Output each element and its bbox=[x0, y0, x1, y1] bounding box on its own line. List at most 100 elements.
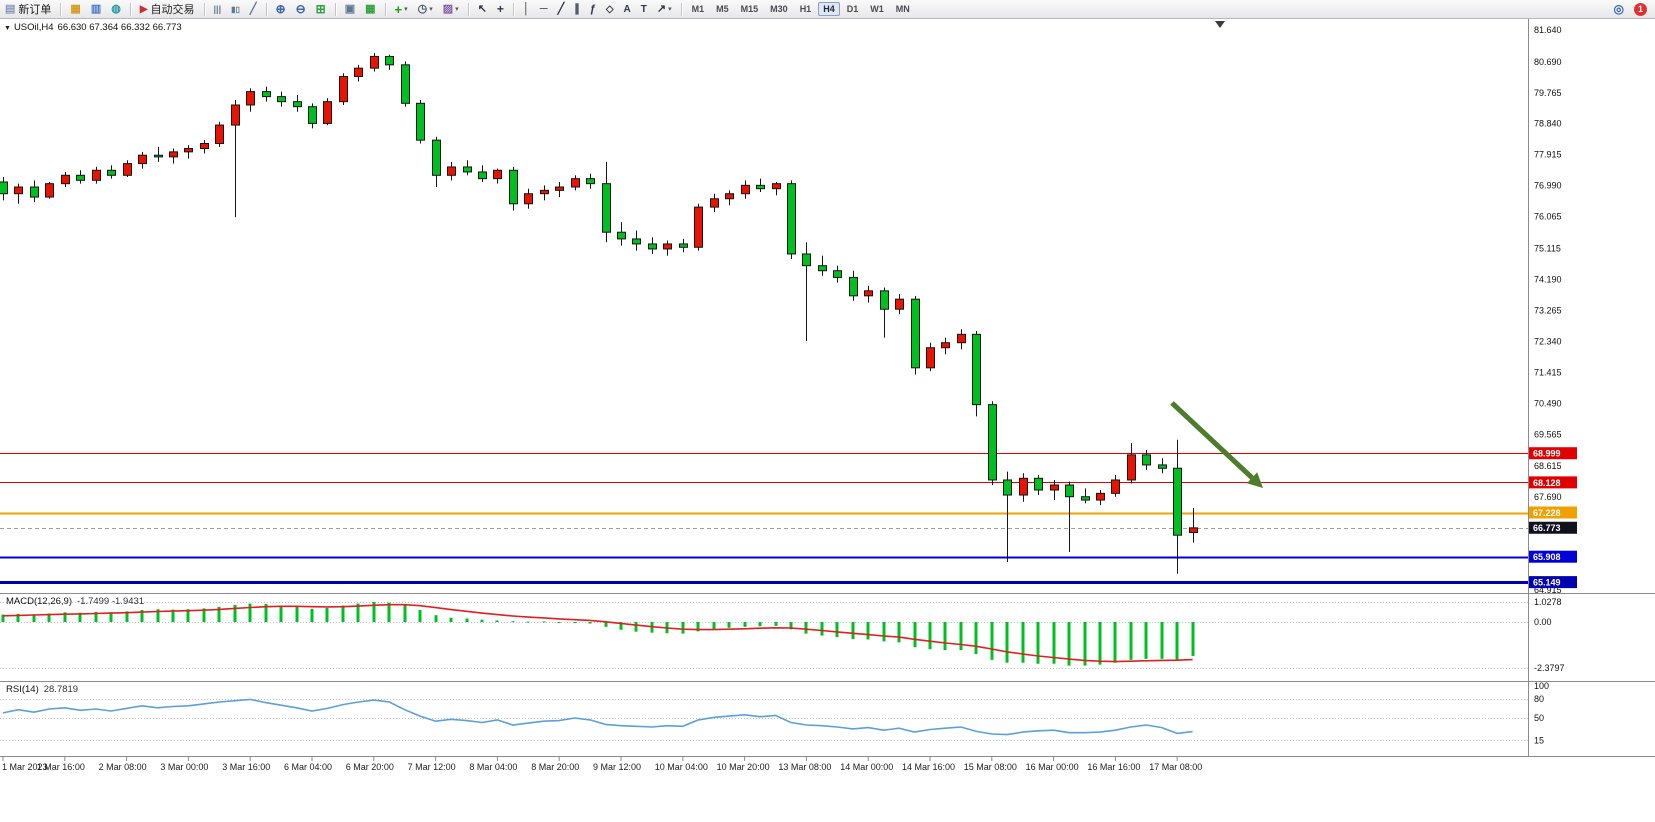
timeframe-d1-button[interactable]: D1 bbox=[846, 4, 859, 14]
cascade-windows-button[interactable]: ▣ bbox=[341, 0, 359, 18]
line-chart-button[interactable]: ╱ bbox=[246, 0, 261, 18]
line-chart-icon: ╱ bbox=[249, 2, 257, 15]
current-price-line-badge bbox=[1529, 521, 1577, 534]
text-button[interactable]: A bbox=[620, 0, 635, 18]
bear-candle bbox=[1173, 467, 1182, 536]
macd-bar bbox=[1144, 622, 1148, 659]
new-order-button[interactable]: ▤ 新订单 bbox=[1, 0, 55, 18]
macd-bar bbox=[1036, 622, 1040, 664]
trend-arrow-annotation[interactable] bbox=[1170, 401, 1263, 488]
toolbar-separator bbox=[384, 2, 386, 16]
trendline-button[interactable]: ╱ bbox=[554, 0, 569, 18]
svg-text:68.128: 68.128 bbox=[1533, 478, 1561, 488]
macd-bar bbox=[851, 622, 855, 640]
macd-bar bbox=[727, 622, 731, 628]
data-window-icon[interactable]: ▥ bbox=[87, 0, 105, 18]
blue-support-line-lower-badge bbox=[1529, 576, 1577, 589]
community-icon[interactable]: ◍ bbox=[107, 0, 125, 18]
chart-shift-marker[interactable] bbox=[1215, 21, 1225, 28]
notification-badge[interactable]: 1 bbox=[1634, 2, 1647, 16]
toolbar-separator bbox=[129, 2, 131, 16]
toolbar: ▤ 新订单 ▦ ▥ ◍ ▶ 自动交易 ||| ▮▯ ╱ ⊕ ⊖ ⊞ ▣ ▦ + ▾ ◷ ▾ ▨ ▾ ↖ + │ ─ ╱ ∥ ƒ ◇ A T ↗… bbox=[0, 0, 1655, 19]
bear-candle bbox=[1142, 454, 1151, 466]
tile-windows-icon: ⊞ bbox=[315, 1, 326, 16]
bull-candle bbox=[200, 142, 209, 150]
auto-trading-button[interactable]: ▶ 自动交易 bbox=[136, 0, 199, 18]
bull-candle bbox=[246, 91, 255, 106]
bull-candle bbox=[231, 104, 240, 126]
search-button[interactable]: ◎ bbox=[1610, 0, 1628, 18]
fibonacci-button[interactable]: ƒ bbox=[586, 0, 600, 18]
price-axis[interactable]: 81.640 80.690 79.765 78.840 77.915 76.990 76.0… bbox=[1534, 25, 1565, 745]
toolbar-separator bbox=[60, 2, 62, 16]
chart-window-icon[interactable]: ▦ bbox=[66, 0, 84, 18]
data-window-icon: ▥ bbox=[90, 2, 102, 15]
bear-candle bbox=[972, 333, 981, 406]
horizontal-line-button[interactable]: ─ bbox=[536, 0, 552, 18]
zoom-in-button[interactable]: ⊕ bbox=[272, 0, 290, 18]
bull-candle bbox=[1127, 454, 1136, 481]
svg-text:81.640: 81.640 bbox=[1534, 25, 1562, 35]
timeframe-h4-button[interactable]: H4 bbox=[818, 2, 840, 16]
bar-chart-button[interactable]: ||| bbox=[210, 0, 226, 18]
macd-bar bbox=[233, 604, 237, 622]
bull-candle bbox=[215, 124, 224, 144]
one-click-trading-toggle[interactable]: ▼ bbox=[4, 25, 11, 32]
svg-text:67.690: 67.690 bbox=[1534, 492, 1562, 502]
timeframe-h1-button[interactable]: H1 bbox=[799, 4, 812, 14]
bull-candle bbox=[1096, 492, 1105, 501]
bull-candle bbox=[169, 151, 178, 158]
bear-candle bbox=[586, 178, 595, 185]
bull-candle bbox=[895, 298, 904, 310]
label-button[interactable]: T bbox=[637, 0, 651, 18]
trend-arrow-shaft bbox=[1170, 401, 1254, 480]
bear-candle bbox=[849, 276, 858, 297]
bull-candle bbox=[926, 347, 935, 369]
vertical-line-button[interactable]: │ bbox=[519, 0, 534, 18]
chart-ohlc-header: ▼ USOil,H4 66.630 67.364 66.332 66.773 bbox=[4, 22, 182, 33]
bull-candle bbox=[1050, 484, 1059, 491]
channel-button[interactable]: ∥ bbox=[570, 0, 584, 18]
timeframe-m1-button[interactable]: M1 bbox=[691, 4, 705, 14]
crosshair-button[interactable]: + bbox=[493, 0, 508, 18]
svg-text:69.565: 69.565 bbox=[1534, 429, 1562, 439]
shapes-button[interactable]: ◇ bbox=[602, 0, 618, 18]
macd-bar bbox=[356, 603, 360, 622]
bull-candle bbox=[710, 198, 719, 208]
macd-bar bbox=[202, 608, 206, 622]
svg-text:8 Mar 04:00: 8 Mar 04:00 bbox=[469, 762, 517, 772]
bear-candle bbox=[463, 166, 472, 173]
zoom-out-button[interactable]: ⊖ bbox=[292, 0, 310, 18]
tile-windows-button[interactable]: ⊞ bbox=[312, 0, 330, 18]
svg-text:1 Mar 2023: 1 Mar 2023 bbox=[2, 762, 48, 772]
timeframe-mn-button[interactable]: MN bbox=[895, 4, 910, 14]
bull-candle bbox=[741, 184, 750, 195]
macd-bar bbox=[217, 606, 221, 622]
macd-bar bbox=[1083, 622, 1087, 666]
arrange-windows-button[interactable]: ▦ bbox=[361, 0, 379, 18]
macd-bar bbox=[94, 611, 98, 622]
periods-button[interactable]: ◷ ▾ bbox=[414, 0, 437, 18]
macd-bar bbox=[186, 609, 190, 622]
crosshair-icon: + bbox=[496, 1, 504, 16]
cursor-button[interactable]: ↖ bbox=[474, 0, 491, 18]
arrows-button[interactable]: ↗ ▾ bbox=[653, 0, 676, 18]
timeframe-m30-button[interactable]: M30 bbox=[770, 4, 788, 14]
timeframe-m15-button[interactable]: M15 bbox=[740, 4, 759, 14]
bull-candle bbox=[1111, 479, 1120, 494]
timeframe-w1-button[interactable]: W1 bbox=[870, 4, 884, 14]
bear-candle bbox=[632, 238, 641, 245]
horizontal-lines[interactable] bbox=[0, 453, 1528, 584]
candlestick-chart-button[interactable]: ▮▯ bbox=[227, 0, 244, 18]
bull-candle bbox=[45, 183, 54, 198]
macd-bar bbox=[1113, 622, 1117, 663]
toolbar-separator bbox=[203, 2, 205, 16]
timeframe-m5-button[interactable]: M5 bbox=[716, 4, 729, 14]
templates-button[interactable]: ▨ ▾ bbox=[439, 0, 463, 18]
macd-bar bbox=[78, 612, 82, 622]
bull-candle bbox=[323, 101, 332, 124]
bear-candle bbox=[107, 169, 116, 176]
add-indicator-button[interactable]: + ▾ bbox=[391, 0, 412, 18]
